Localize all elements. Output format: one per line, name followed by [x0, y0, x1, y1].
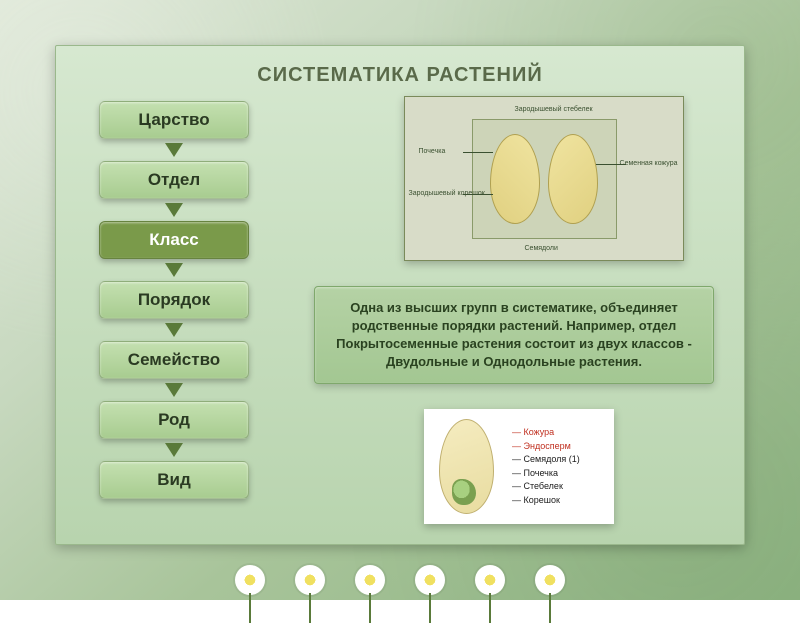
- main-panel: СИСТЕМАТИКА РАСТЕНИЙ Царство Отдел Класс По…: [55, 45, 745, 545]
- seed-part-label: — Корешок: [512, 494, 580, 508]
- cotyledon-right: [548, 134, 598, 224]
- arrow-down-icon: [165, 263, 183, 277]
- seed-part-label: — Стебелек: [512, 480, 580, 494]
- arrow-down-icon: [165, 203, 183, 217]
- cotyledon-left: [490, 134, 540, 224]
- monocot-labels: — Кожура— Эндосперм— Семядоля (1)— Почеч…: [512, 426, 580, 507]
- label-cotyledons: Семядоли: [525, 245, 558, 252]
- taxonomy-hierarchy: Царство Отдел Класс Порядок Семейство Род Вид: [84, 101, 264, 499]
- taxonomy-box[interactable]: Отдел: [99, 161, 249, 199]
- monocot-seed-diagram: — Кожура— Эндосперм— Семядоля (1)— Почеч…: [424, 409, 614, 524]
- taxonomy-box[interactable]: Порядок: [99, 281, 249, 319]
- dicot-seed-diagram: Зародышевый стебелек Почечка Зародышевый…: [404, 96, 684, 261]
- taxonomy-box[interactable]: Род: [99, 401, 249, 439]
- description-box: Одна из высших групп в систематике, объе…: [314, 286, 714, 384]
- seed-part-label: — Почечка: [512, 467, 580, 481]
- taxonomy-box[interactable]: Класс: [99, 221, 249, 259]
- arrow-down-icon: [165, 143, 183, 157]
- arrow-down-icon: [165, 443, 183, 457]
- seed-part-label: — Кожура: [512, 426, 580, 440]
- page-title: СИСТЕМАТИКА РАСТЕНИЙ: [56, 46, 744, 87]
- taxonomy-box[interactable]: Царство: [99, 101, 249, 139]
- label-seed-coat: Семенная кожура: [620, 160, 678, 167]
- flowers-decoration: [0, 540, 800, 600]
- seed-part-label: — Эндосперм: [512, 440, 580, 454]
- description-text: Одна из высших групп в систематике, объе…: [336, 300, 692, 369]
- arrow-down-icon: [165, 383, 183, 397]
- seed-part-label: — Семядоля (1): [512, 453, 580, 467]
- label-embryo-stem: Зародышевый стебелек: [515, 106, 593, 113]
- taxonomy-box[interactable]: Вид: [99, 461, 249, 499]
- taxonomy-box[interactable]: Семейство: [99, 341, 249, 379]
- monocot-seed-shape: [439, 419, 494, 514]
- arrow-down-icon: [165, 323, 183, 337]
- label-bud: Почечка: [419, 148, 446, 155]
